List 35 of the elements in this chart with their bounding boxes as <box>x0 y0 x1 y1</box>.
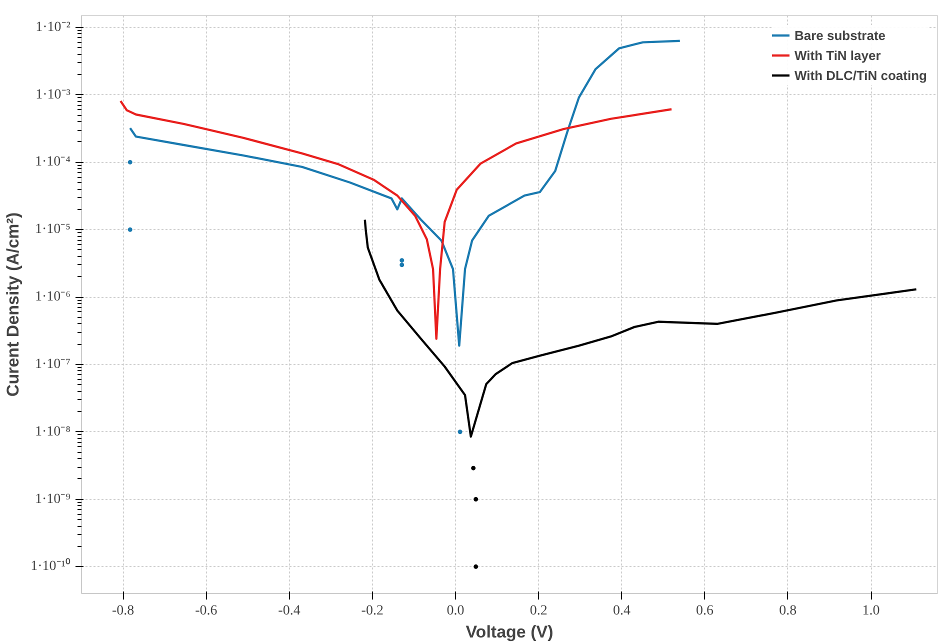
y-tick-label: 1·10⁻³ <box>36 87 70 102</box>
point <box>474 497 478 502</box>
point <box>128 160 132 164</box>
y-tick-label: 1·10⁻⁶ <box>34 290 71 305</box>
x-tick-label: 0.2 <box>530 604 548 618</box>
x-tick-label: -0.2 <box>361 604 384 618</box>
line-series <box>129 40 681 347</box>
y-tick-label: 1·10⁻⁹ <box>34 492 71 507</box>
x-tick-label: 0.6 <box>696 604 714 618</box>
y-tick-label: 1·10⁻¹⁰ <box>30 558 70 574</box>
legend-label: With TiN layer <box>794 48 881 62</box>
y-tick-label: 1·10⁻⁸ <box>34 424 71 440</box>
point <box>458 430 462 434</box>
y-tick-label: 1·10⁻⁴ <box>34 154 71 170</box>
point <box>474 564 478 569</box>
x-tick-label: 1.0 <box>862 604 880 618</box>
point <box>128 227 132 232</box>
x-tick-label: 0.8 <box>779 604 797 618</box>
x-axis-title: Voltage (V) <box>466 622 554 642</box>
x-tick-label: 0.0 <box>446 604 464 618</box>
point <box>471 466 476 470</box>
y-tick-label: 1·10⁻² <box>36 20 70 35</box>
point <box>400 258 404 263</box>
legend-label: Bare substrate <box>794 28 886 42</box>
point <box>400 262 404 268</box>
y-tick-label: 1·10⁻⁷ <box>34 356 71 372</box>
x-tick-label: -0.4 <box>278 604 300 618</box>
x-tick-label: -0.6 <box>195 604 218 618</box>
line-series <box>119 100 673 340</box>
line-series <box>364 218 918 438</box>
x-tick-label: -0.8 <box>112 604 134 618</box>
y-axis-title: Curent Density (A/cm²) <box>4 212 23 397</box>
x-tick-label: 0.4 <box>612 604 630 618</box>
legend-label: With DLC/TiN coating <box>794 68 927 82</box>
y-tick-label: 1·10⁻⁵ <box>34 222 71 238</box>
